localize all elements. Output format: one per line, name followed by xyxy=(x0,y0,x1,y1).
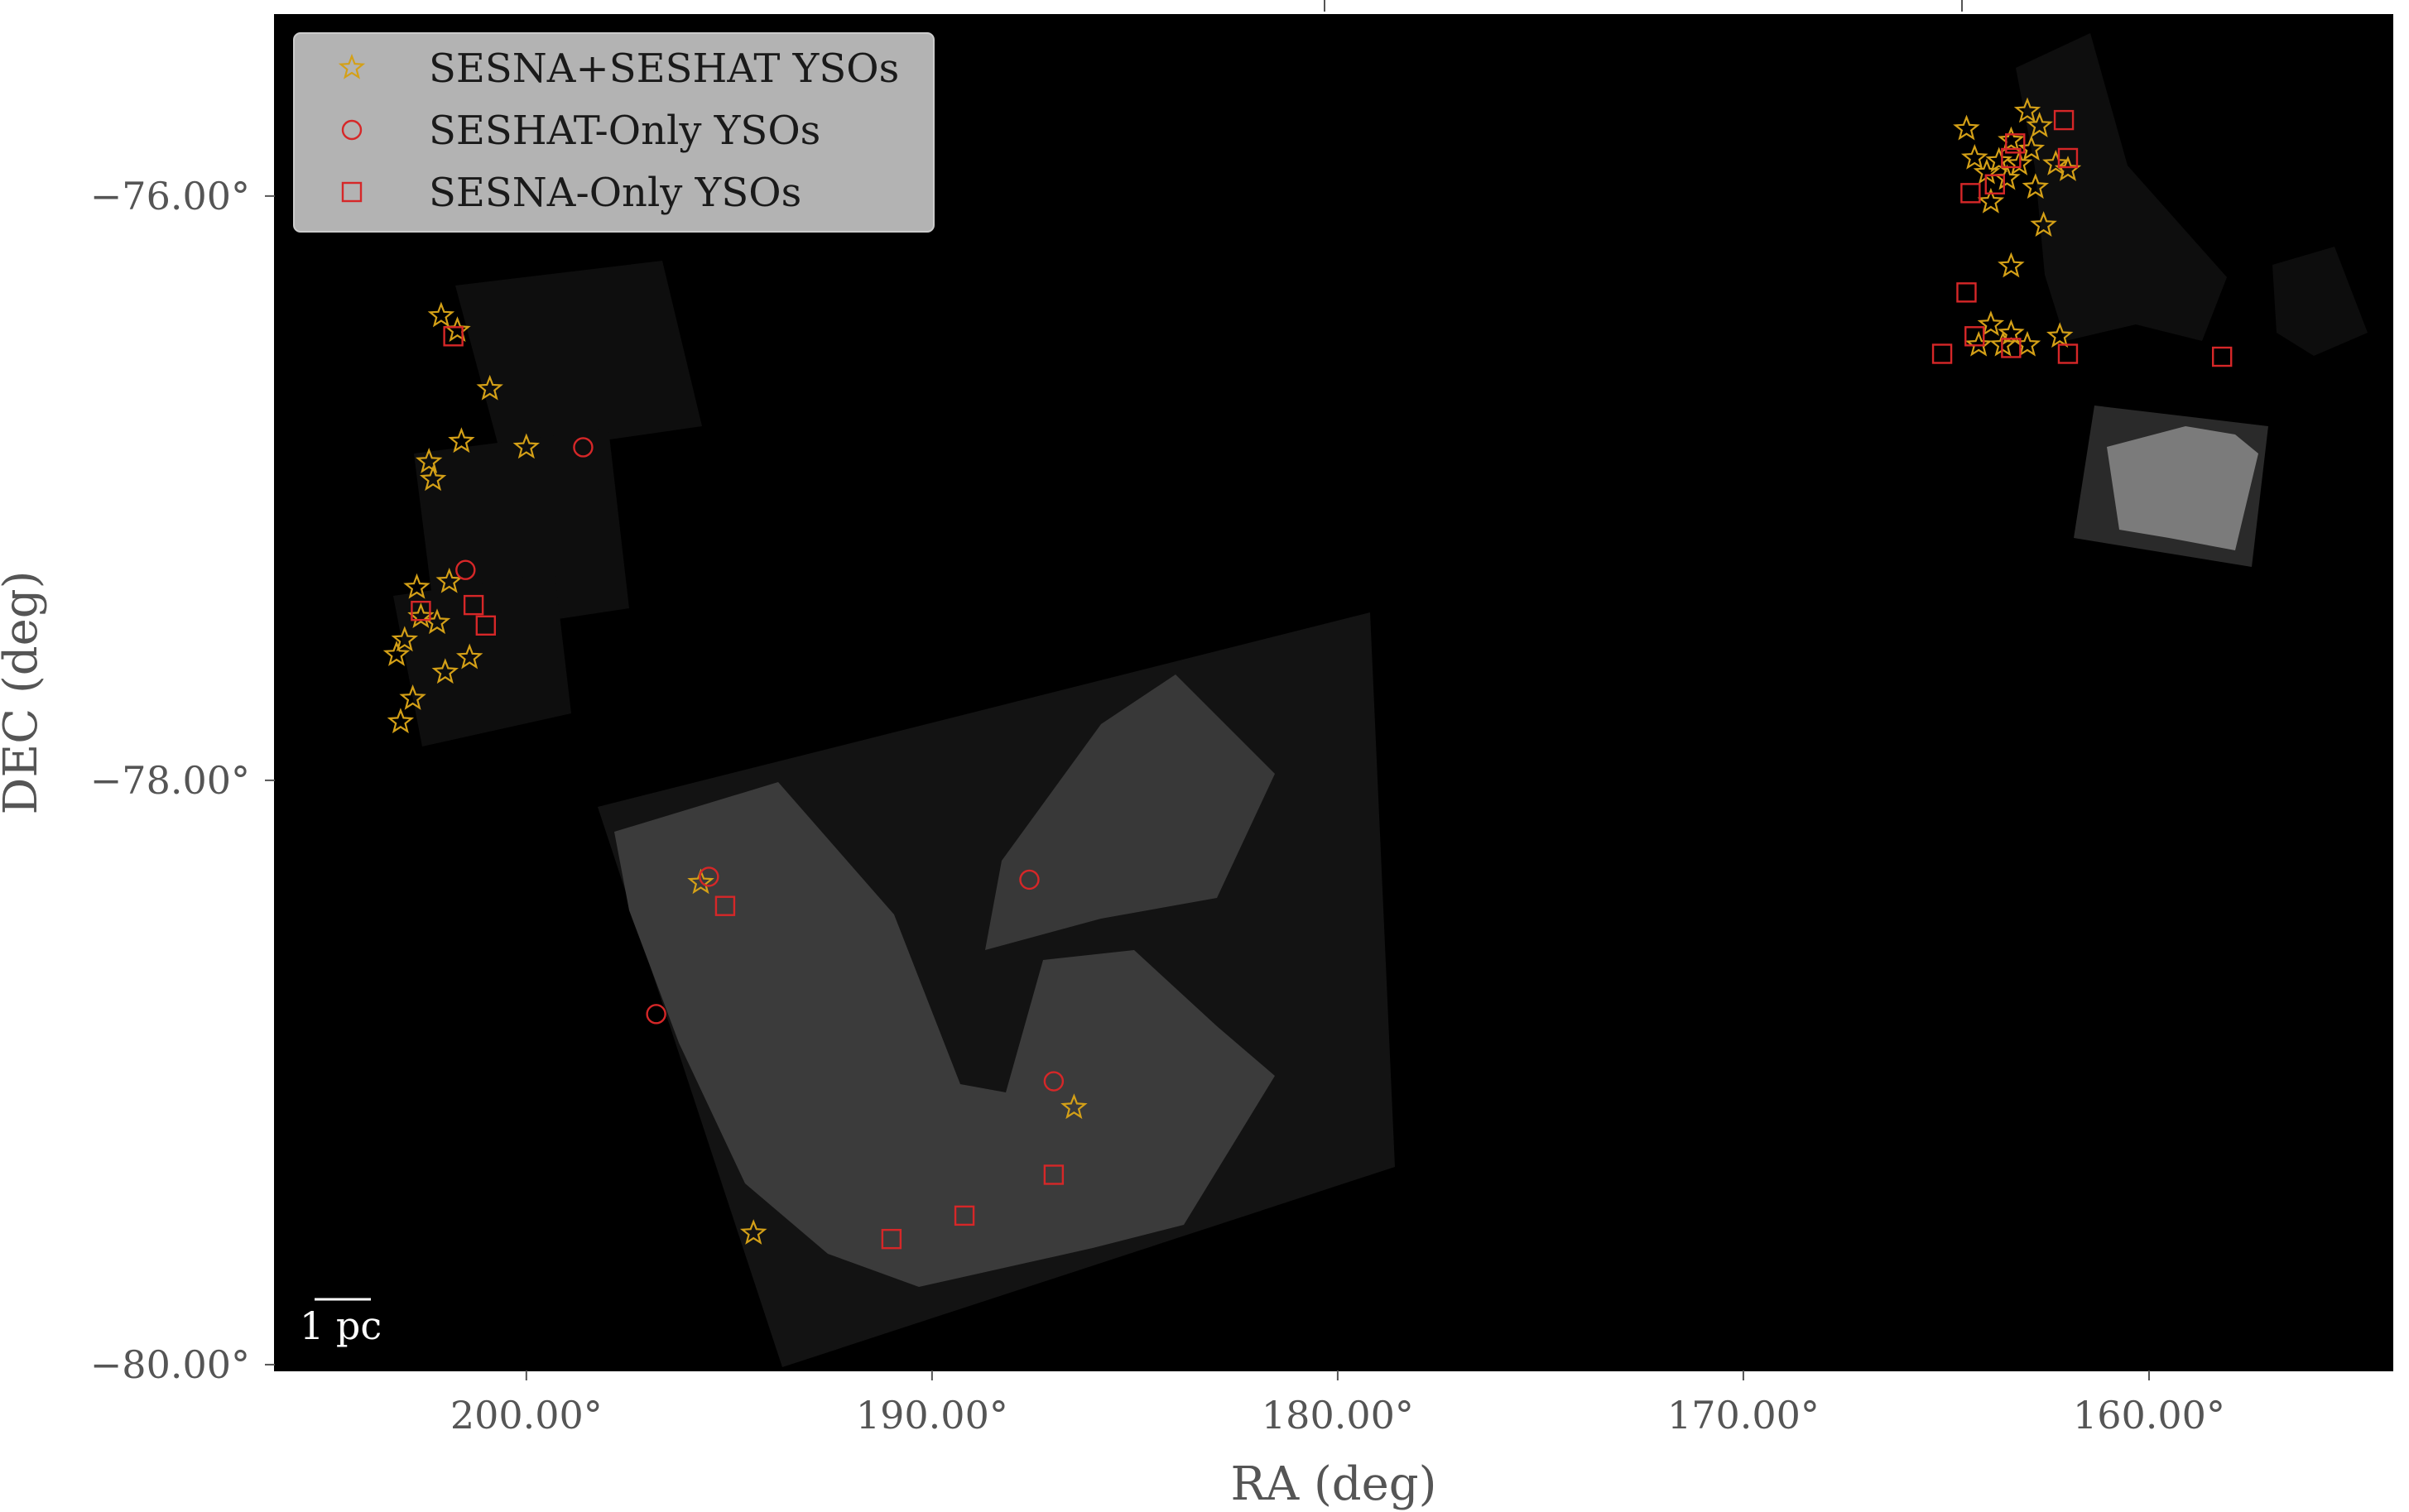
yso-star-marker xyxy=(431,658,459,684)
yso-star-marker xyxy=(391,626,419,652)
legend-box xyxy=(293,32,935,233)
yso-star-marker xyxy=(1977,310,2005,336)
yso-square-marker xyxy=(954,1205,975,1226)
yso-star-marker xyxy=(403,573,430,599)
yso-square-marker xyxy=(714,895,736,916)
yso-star-marker xyxy=(2026,112,2053,137)
yso-circle-marker xyxy=(455,559,476,580)
x-axis-label: RA (deg) xyxy=(1231,1457,1437,1511)
y-tick-label: −78.00° xyxy=(90,758,250,803)
legend-label: SESHAT-Only YSOs xyxy=(429,108,820,154)
yso-star-marker xyxy=(427,301,455,328)
x-tick-label: 200.00° xyxy=(450,1393,603,1438)
mosaic-tile xyxy=(985,674,1275,950)
yso-square-marker xyxy=(2005,133,2026,154)
y-axis-ticks: −76.00° −78.00° −80.00° xyxy=(90,174,275,1387)
yso-star-marker xyxy=(1977,187,2005,214)
yso-star-marker xyxy=(1998,126,2025,152)
yso-square-marker xyxy=(463,594,484,616)
x-axis-ticks: 200.00° 190.00° 180.00° 170.00° 160.00° xyxy=(450,1370,2225,1438)
plot-frame xyxy=(274,14,2393,1371)
x-tick-label: 190.00° xyxy=(856,1393,1008,1438)
yso-star-marker xyxy=(2046,322,2074,348)
yso-star-marker xyxy=(2017,135,2046,161)
yso-circle-marker xyxy=(699,866,719,887)
legend-star-marker xyxy=(338,53,366,79)
yso-star-marker xyxy=(2013,97,2041,123)
y-axis-label: DEC (deg) xyxy=(0,571,48,815)
mosaic-tile xyxy=(455,261,702,455)
yso-square-marker xyxy=(1956,282,1977,303)
top-axis-ticks xyxy=(1324,0,1963,12)
mosaic-tile xyxy=(2107,426,2258,550)
yso-star-marker xyxy=(1985,146,2012,173)
scale-bar: 1 pc xyxy=(300,1298,382,1348)
yso-square-marker xyxy=(2001,147,2022,169)
mosaic-tile xyxy=(614,782,1275,1287)
yso-square-marker xyxy=(443,326,464,347)
yso-star-marker xyxy=(419,465,447,492)
y-tick-label: −80.00° xyxy=(90,1342,250,1387)
yso-square-marker xyxy=(1984,174,2005,194)
yso-star-marker xyxy=(399,684,426,710)
yso-star-marker xyxy=(387,708,415,734)
scale-bar-label: 1 pc xyxy=(300,1303,382,1348)
yso-circle-marker xyxy=(646,1004,666,1025)
yso-star-marker xyxy=(415,448,443,473)
mosaic-tile xyxy=(2272,247,2368,356)
yso-star-marker xyxy=(1953,114,1980,141)
mosaic-tile xyxy=(393,573,571,746)
yso-square-marker xyxy=(411,600,431,622)
yso-square-marker xyxy=(2211,346,2233,367)
yso-star-marker xyxy=(2013,330,2041,357)
yso-star-marker xyxy=(448,427,475,454)
yso-star-marker xyxy=(739,1219,767,1245)
yso-star-marker xyxy=(1960,143,1988,170)
legend: SESNA+SESHAT YSOs SESHAT-Only YSOs SESNA-O… xyxy=(293,32,935,233)
yso-star-marker xyxy=(1973,158,2001,185)
yso-star-marker xyxy=(512,433,541,459)
yso-star-marker xyxy=(435,567,463,593)
yso-square-marker xyxy=(1931,343,1953,364)
yso-star-marker xyxy=(455,643,483,670)
yso-square-marker xyxy=(2057,147,2079,169)
yso-star-marker xyxy=(687,868,714,895)
yso-circle-marker xyxy=(1019,869,1040,890)
yso-star-marker xyxy=(476,374,503,401)
legend-square-marker xyxy=(341,181,363,203)
yso-star-marker xyxy=(1998,252,2025,278)
y-tick-label: −76.00° xyxy=(90,174,250,218)
yso-star-marker xyxy=(382,641,411,666)
legend-circle-marker xyxy=(341,119,363,141)
x-tick-label: 170.00° xyxy=(1667,1393,1820,1438)
yso-star-marker xyxy=(2030,211,2057,237)
yso-star-marker xyxy=(2022,173,2050,199)
yso-square-marker xyxy=(1960,183,1981,204)
yso-square-marker xyxy=(1964,326,1985,347)
mosaic-tile xyxy=(414,429,629,637)
yso-square-marker xyxy=(475,615,497,636)
yso-star-marker xyxy=(1964,330,1993,357)
yso-square-marker xyxy=(1043,1164,1065,1185)
yso-square-marker xyxy=(2053,109,2075,131)
x-tick-label: 180.00° xyxy=(1262,1393,1414,1438)
yso-markers xyxy=(382,97,2233,1250)
legend-label: SESNA+SESHAT YSOs xyxy=(429,46,899,92)
legend-label: SESNA-Only YSOs xyxy=(429,170,801,216)
yso-circle-marker xyxy=(573,437,594,458)
yso-square-marker xyxy=(2001,338,2022,358)
yso-star-marker xyxy=(1989,330,2017,357)
yso-star-marker xyxy=(1060,1093,1088,1120)
x-tick-label: 160.00° xyxy=(2073,1393,2225,1438)
yso-square-marker xyxy=(2057,343,2079,364)
yso-star-marker xyxy=(2005,149,2033,175)
yso-star-marker xyxy=(423,608,451,635)
yso-star-marker xyxy=(2042,149,2070,175)
yso-square-marker xyxy=(881,1228,902,1250)
yso-circle-marker xyxy=(1043,1071,1065,1092)
